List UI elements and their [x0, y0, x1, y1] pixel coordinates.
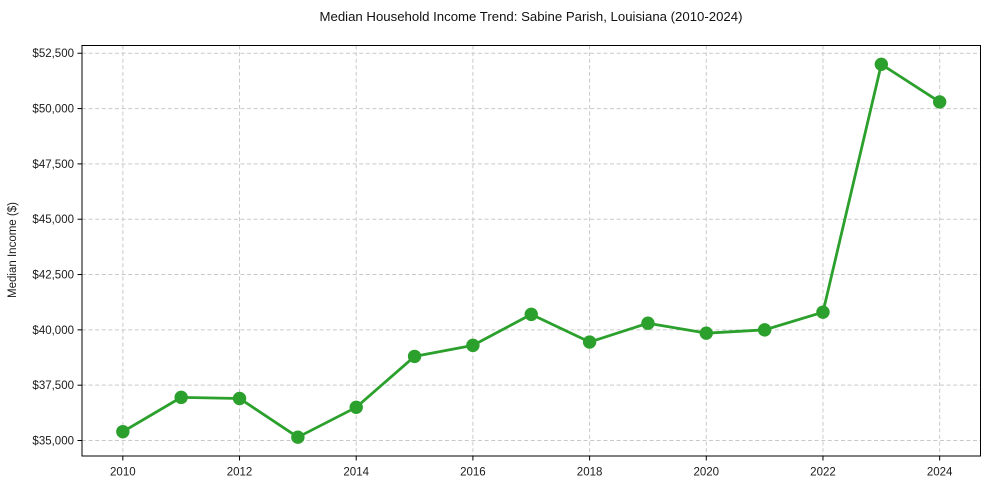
income-trend-line	[121, 62, 942, 439]
plot-border	[81, 45, 981, 457]
x-tick-label: 2018	[577, 467, 603, 479]
data-point-2022	[816, 305, 830, 319]
y-tick-label: $52,500	[32, 48, 74, 60]
x-tick-label: 2010	[110, 467, 136, 479]
data-point-2015	[407, 349, 422, 364]
x-tick-label: 2016	[460, 467, 486, 479]
series-layer	[116, 57, 947, 444]
data-point-2024	[932, 95, 947, 109]
y-tick-label: $47,500	[32, 159, 74, 171]
x-tick-label: 2024	[927, 467, 953, 479]
data-point-2010	[116, 424, 130, 439]
y-axis-label: Median Income ($)	[7, 202, 19, 298]
y-tick-label: $45,000	[32, 214, 74, 226]
data-point-2016	[466, 338, 480, 353]
data-point-2018	[582, 335, 597, 349]
data-point-2012	[232, 391, 247, 406]
data-point-2019	[641, 316, 655, 330]
data-point-2020	[699, 326, 713, 340]
x-tick-label: 2020	[693, 467, 719, 479]
x-tick-label: 2012	[227, 467, 253, 479]
x-tick-label: 2022	[810, 467, 836, 479]
chart-title: Median Household Income Trend: Sabine Pa…	[320, 9, 743, 24]
axis-layer: 2010 2012 2014 2016 2018 2020 2022 2024 $35,000 $…	[32, 45, 981, 479]
y-tick-label: $37,500	[32, 380, 74, 392]
data-point-2023	[874, 57, 889, 72]
data-point-2011	[174, 390, 188, 405]
data-point-2013	[291, 430, 305, 444]
data-point-2017	[524, 307, 538, 322]
y-tick-label: $42,500	[32, 270, 74, 282]
y-tick-label: $50,000	[32, 104, 74, 116]
y-tick-label: $40,000	[32, 325, 74, 337]
y-tick-label: $35,000	[32, 436, 74, 448]
grid-layer	[82, 45, 981, 456]
data-point-2014	[349, 400, 363, 415]
data-point-2021	[757, 323, 772, 337]
x-tick-label: 2014	[343, 467, 369, 479]
